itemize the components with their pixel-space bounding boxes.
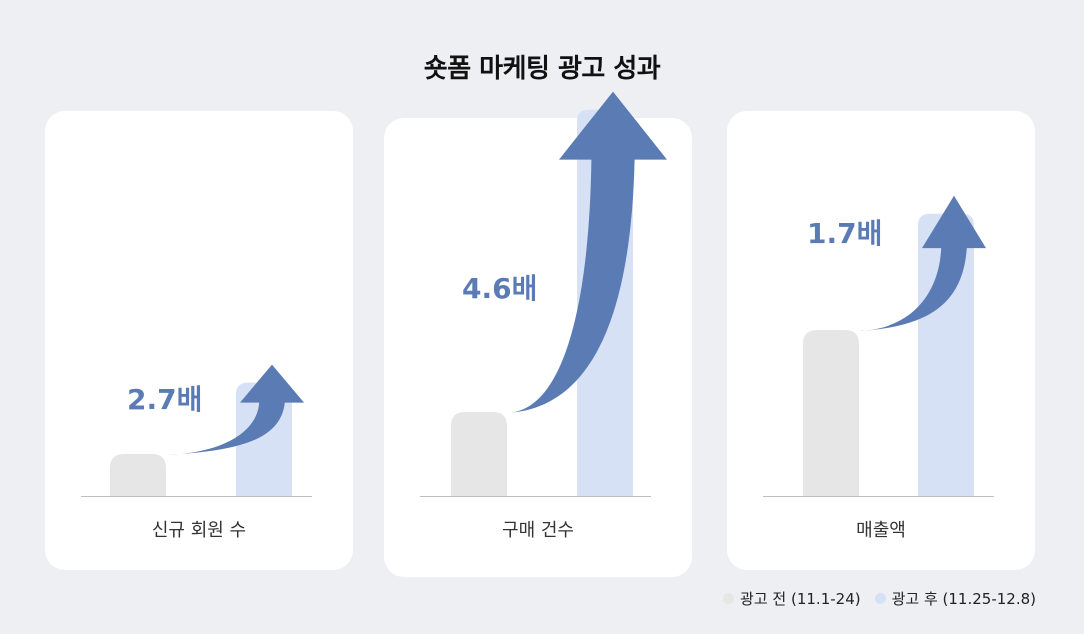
panel-chart-new-members: 2.7배 — [81, 364, 312, 497]
legend-item-before: 광고 전 (11.1-24) — [723, 588, 861, 609]
panel-revenue: 1.7배 매출액 — [727, 111, 1035, 570]
growth-arrow-revenue — [859, 195, 986, 331]
legend-swatch-after — [874, 593, 886, 604]
bar-after-revenue — [918, 213, 974, 497]
bar-before-revenue — [803, 330, 859, 496]
legend-item-after: 광고 후 (11.25-12.8) — [874, 588, 1036, 609]
legend-label-before: 광고 전 (11.1-24) — [740, 590, 861, 608]
chart-title: 숏폼 마케팅 광고 성과 — [423, 54, 661, 84]
legend-label-after: 광고 후 (11.25-12.8) — [891, 590, 1036, 608]
panel-new-members: 2.7배 신규 회원 수 — [45, 111, 353, 570]
panel-chart-purchases: 4.6배 — [420, 91, 667, 497]
multiplier-label-revenue: 1.7배 — [807, 217, 882, 250]
bar-before-purchases — [451, 412, 507, 496]
legend: 광고 전 (11.1-24) 광고 후 (11.25-12.8) — [709, 588, 1036, 609]
panel-purchases: 4.6배 구매 건수 — [384, 91, 692, 577]
growth-arrow-purchases — [507, 91, 667, 413]
multiplier-label-new-members: 2.7배 — [127, 383, 202, 416]
multiplier-label-purchases: 4.6배 — [462, 272, 537, 305]
bar-before-new-members — [110, 454, 166, 496]
category-label-purchases: 구매 건수 — [502, 520, 574, 541]
growth-arrow-new-members — [166, 364, 304, 455]
category-label-revenue: 매출액 — [856, 520, 906, 541]
legend-swatch-before — [723, 593, 735, 604]
panel-chart-revenue: 1.7배 — [763, 195, 994, 497]
category-label-new-members: 신규 회원 수 — [151, 520, 247, 541]
